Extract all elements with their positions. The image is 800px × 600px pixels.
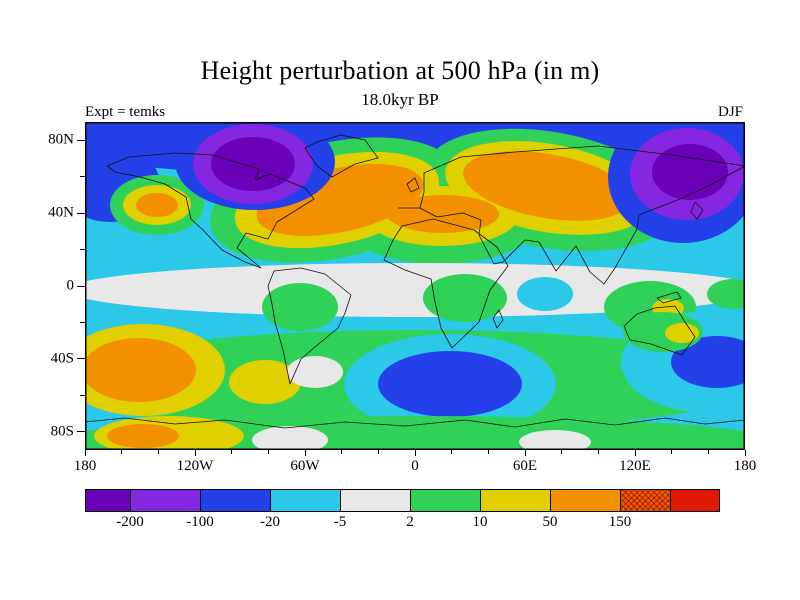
- colorbar-cell: [86, 490, 131, 511]
- y-axis-minor-tick: [80, 249, 85, 251]
- colorbar-cell: [551, 490, 621, 511]
- contour-map: [85, 122, 745, 450]
- colorbar-cell: [201, 490, 271, 511]
- experiment-label: Expt = temks: [85, 104, 166, 120]
- x-axis-minor-tick: [451, 450, 453, 454]
- x-axis-major-tick: [634, 450, 636, 456]
- y-axis-minor-tick: [80, 394, 85, 396]
- x-axis-minor-tick: [671, 450, 673, 454]
- x-axis-minor-tick: [267, 450, 269, 454]
- colorbar-boundary-label: 50: [542, 514, 558, 530]
- x-axis-major-tick: [744, 450, 746, 456]
- x-axis-tick-label: 60E: [512, 458, 538, 474]
- colorbar-cell: [411, 490, 481, 511]
- x-axis-minor-tick: [487, 450, 489, 454]
- x-axis-tick-label: 180: [73, 458, 97, 474]
- x-axis-minor-tick: [121, 450, 123, 454]
- x-axis-major-tick: [194, 450, 196, 456]
- x-axis-minor-tick: [377, 450, 379, 454]
- colorbar-cell: [481, 490, 551, 511]
- x-axis-minor-tick: [707, 450, 709, 454]
- colorbar-cell-hatched: [621, 490, 671, 511]
- x-axis-tick-label: 0: [411, 458, 419, 474]
- colorbar-cell: [271, 490, 341, 511]
- x-axis-minor-tick: [231, 450, 233, 454]
- y-axis-major-tick: [77, 212, 85, 214]
- y-axis-tick-label: 40N: [48, 204, 74, 221]
- colorbar-boundary-label: -5: [333, 514, 347, 530]
- y-axis-tick-label: 80S: [50, 423, 74, 440]
- y-axis-major-tick: [77, 139, 85, 141]
- plot-subtitle: 18.0kyr BP: [361, 90, 439, 109]
- x-axis-tick-label: 180: [733, 458, 757, 474]
- x-axis-minor-tick: [157, 450, 159, 454]
- y-axis-minor-tick: [80, 176, 85, 178]
- x-axis-major-tick: [84, 450, 86, 456]
- colorbar-cell: [671, 490, 719, 511]
- y-axis-tick-label: 0: [66, 277, 75, 294]
- y-axis-tick-label: 80N: [48, 131, 74, 148]
- colorbar-boundary-label: -20: [260, 514, 280, 530]
- x-axis-major-tick: [304, 450, 306, 456]
- x-axis-tick-label: 120W: [176, 458, 214, 474]
- colorbar: [85, 489, 720, 512]
- colorbar-boundary-label: -200: [116, 514, 144, 530]
- y-axis-major-tick: [77, 285, 85, 287]
- x-axis-minor-tick: [597, 450, 599, 454]
- colorbar-boundary-label: 150: [608, 514, 632, 530]
- x-axis-minor-tick: [341, 450, 343, 454]
- y-axis-tick-label: 40S: [50, 350, 74, 367]
- colorbar-cell: [131, 490, 201, 511]
- colorbar-boundary-label: 10: [472, 514, 488, 530]
- x-axis-tick-label: 120E: [619, 458, 651, 474]
- x-axis-major-tick: [524, 450, 526, 456]
- colorbar-boundary-label: 2: [406, 514, 414, 530]
- plot-title: Height perturbation at 500 hPa (in m): [200, 56, 600, 85]
- y-axis-minor-tick: [80, 321, 85, 323]
- y-axis-major-tick: [77, 431, 85, 433]
- x-axis-major-tick: [414, 450, 416, 456]
- map-plot-area: [85, 122, 745, 450]
- colorbar-boundary-label: -100: [186, 514, 214, 530]
- season-label: DJF: [717, 104, 743, 120]
- colorbar-cell: [341, 490, 411, 511]
- y-axis-major-tick: [77, 358, 85, 360]
- x-axis-minor-tick: [561, 450, 563, 454]
- x-axis-tick-label: 60W: [290, 458, 320, 474]
